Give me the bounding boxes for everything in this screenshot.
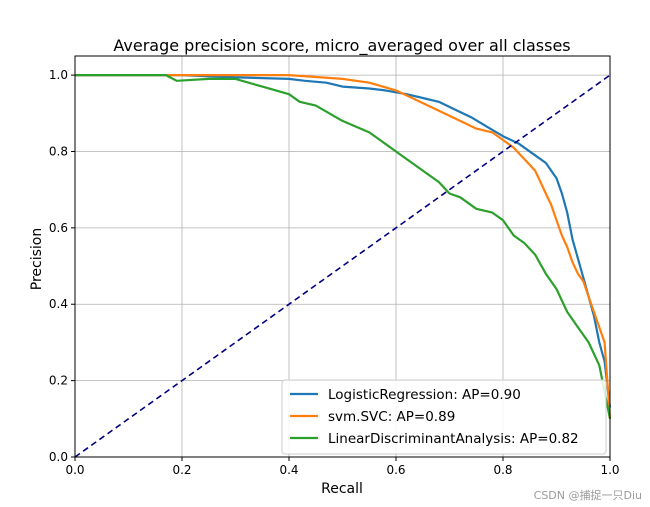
- x-tick-label: 0.6: [386, 463, 405, 477]
- x-tick-label: 1.0: [600, 463, 619, 477]
- y-tick-label: 0.2: [49, 374, 68, 388]
- axis-ticks: 0.0 0.2 0.4 0.6 0.8 1.0 0.0 0.2 0.4 0.6 0.8 1.0: [49, 68, 620, 477]
- chart-title: Average precision score, micro_averaged …: [113, 36, 570, 56]
- y-tick-label: 0.4: [49, 297, 68, 311]
- y-tick-label: 0.0: [49, 450, 68, 464]
- legend-entry-label: svm.SVC: AP=0.89: [328, 409, 455, 425]
- y-tick-label: 0.8: [49, 144, 68, 158]
- y-tick-label: 1.0: [49, 68, 68, 82]
- series-line-2: [75, 74, 612, 420]
- series-line-1: [75, 74, 612, 419]
- x-tick-label: 0.2: [172, 463, 191, 477]
- legend-entry-label: LinearDiscriminantAnalysis: AP=0.82: [328, 431, 579, 447]
- x-tick-label: 0.0: [65, 463, 84, 477]
- x-tick-label: 0.4: [279, 463, 298, 477]
- legend: LogisticRegression: AP=0.90 svm.SVC: AP=0…: [281, 379, 607, 455]
- x-tick-label: 0.8: [493, 463, 512, 477]
- x-axis-label: Recall: [321, 481, 363, 497]
- y-axis-label: Precision: [29, 228, 45, 290]
- legend-entry-label: LogisticRegression: AP=0.90: [328, 387, 521, 403]
- plot-frame: [74, 55, 611, 458]
- legend-box: [281, 379, 607, 455]
- series-group: [74, 74, 612, 458]
- series-line-0: [75, 74, 612, 408]
- watermark: CSDN @捕捉一只Diu: [533, 489, 642, 502]
- y-tick-label: 0.6: [49, 221, 68, 235]
